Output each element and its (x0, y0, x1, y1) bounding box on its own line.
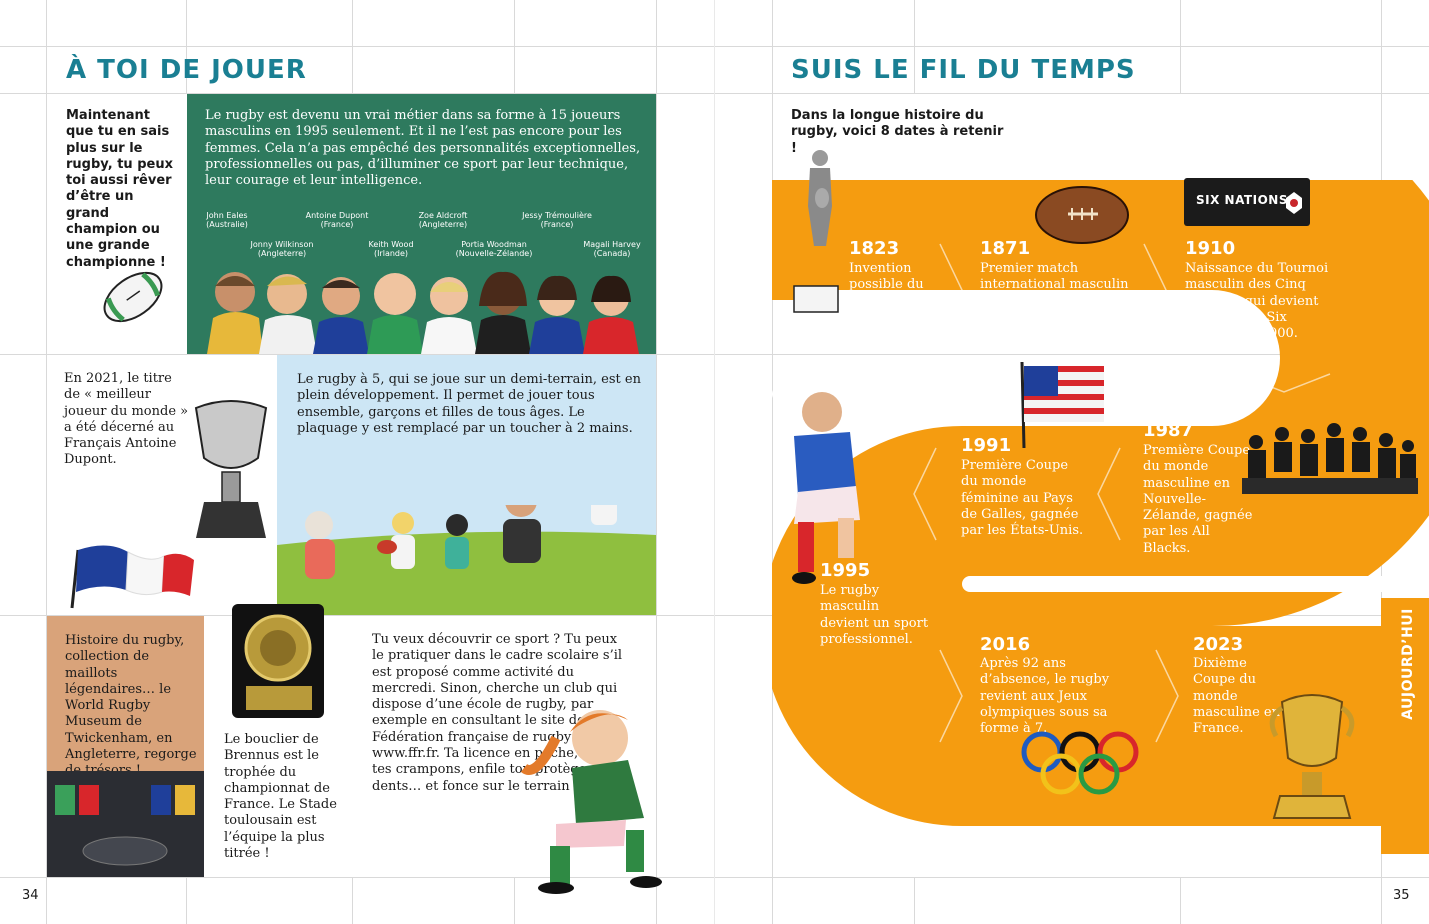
left-page-number: 34 (22, 888, 39, 903)
brennus-text: Le bouclier de Brennus est le trophée du… (224, 732, 337, 862)
chevron-left-icon (913, 447, 937, 541)
museum-box: Histoire du rugby, collection de maillot… (47, 616, 204, 877)
trophy-illustration (194, 400, 268, 538)
webb-ellis-cup-illustration (1269, 694, 1355, 819)
grid-line (352, 878, 353, 924)
event-year: 2023 (1193, 634, 1244, 655)
event-text: Première Coupe du monde féminine au Pays… (961, 458, 1084, 539)
timeline-track (772, 180, 1429, 854)
event-year: 1995 (820, 560, 871, 581)
chevron-right-icon (1155, 649, 1179, 743)
grid-line (352, 0, 353, 94)
player-name: Portia Woodman (Nouvelle-Zélande) (455, 240, 533, 258)
france-flag-illustration (70, 545, 194, 609)
discover-text: Tu veux découvrir ce sport ? Tu peux le … (372, 632, 623, 794)
player-name: Jonny Wilkinson (Angleterre) (250, 240, 314, 258)
six-nations-emblem-icon (1286, 192, 1302, 214)
girl-tying-shoe-illustration (520, 710, 662, 894)
field-illustration (277, 505, 656, 615)
museum-illustration (47, 771, 204, 877)
players-illustration (207, 271, 639, 354)
event-text: Naissance du Tournoi masculin des Cinq N… (1185, 261, 1329, 342)
usa-flag-illustration (1020, 361, 1104, 449)
webb-ellis-statue-illustration (793, 150, 839, 313)
event-text: Le rugby masculin devient un sport profe… (820, 583, 929, 647)
page-spine (714, 0, 715, 924)
event-text: Premier match international masculin à 1… (980, 261, 1129, 342)
chevron-down-icon (1237, 373, 1331, 393)
right-page-title: SUIS LE FIL DU TEMPS (791, 55, 1136, 85)
rugby5-box: Le rugby à 5, qui se joue sur un demi-te… (277, 355, 656, 615)
grid-line (1180, 878, 1181, 924)
french-player-illustration (792, 392, 860, 584)
grid-line (514, 0, 515, 94)
chevron-right-icon (1143, 243, 1167, 337)
grid-line (46, 0, 47, 924)
player-name: Jessy Trémoulière (France) (522, 211, 592, 229)
grid-line (914, 878, 915, 924)
grid-line (656, 0, 657, 924)
six-nations-logo: SIX NATIONS (1184, 178, 1310, 226)
today-label: AUJOURD’HUI (1400, 608, 1416, 720)
player-name: Zoe Aldcroft (Angleterre) (418, 211, 468, 229)
green-info-box: Le rugby est devenu un vrai métier dans … (187, 94, 656, 354)
grid-line (514, 878, 515, 924)
rugby-ball-illustration (98, 262, 168, 332)
event-year: 1823 (849, 238, 900, 259)
all-blacks-haka-illustration (1242, 423, 1418, 494)
player-name: Antoine Dupont (France) (305, 211, 369, 229)
grid-line (186, 878, 187, 924)
left-page-title: À TOI DE JOUER (66, 55, 307, 85)
player-name: Magali Harvey (Canada) (583, 240, 641, 258)
grid-line (186, 0, 187, 94)
event-year: 1871 (980, 238, 1031, 259)
green-box-text: Le rugby est devenu un vrai métier dans … (205, 108, 641, 189)
timeline-intro: Dans la longue histoire du rugby, voici … (791, 108, 1004, 156)
right-page-number: 35 (1393, 888, 1410, 903)
museum-text: Histoire du rugby, collection de maillot… (65, 633, 197, 779)
player-name: Keith Wood (Irlande) (368, 240, 414, 258)
event-text: Dixième Coupe du monde masculine en Fran… (1193, 656, 1280, 737)
rugby5-text: Le rugby à 5, qui se joue sur un demi-te… (297, 372, 641, 436)
olympic-rings-illustration (1021, 731, 1139, 795)
old-rugby-ball-illustration (1035, 186, 1129, 244)
event-year: 1987 (1143, 420, 1194, 441)
player-name: John Eales (Australie) (206, 211, 248, 229)
event-text: Invention possible du rugby par William … (849, 261, 924, 342)
grid-line (914, 0, 915, 94)
intro-text: Maintenant que tu en sais plus sur le ru… (66, 108, 173, 270)
chevron-right-icon (939, 243, 963, 337)
event-year: 2016 (980, 634, 1031, 655)
dupont-text: En 2021, le titre de « meilleur joueur d… (64, 371, 189, 468)
six-nations-logo-text: SIX NATIONS (1196, 193, 1288, 207)
chevron-left-icon (1097, 447, 1121, 541)
event-text: Après 92 ans d’absence, le rugby revient… (980, 656, 1110, 737)
chevron-right-icon (939, 649, 963, 743)
event-year: 1910 (1185, 238, 1236, 259)
grid-line (1180, 0, 1181, 94)
event-text: Première Coupe du monde masculine en Nou… (1143, 443, 1253, 556)
event-year: 1991 (961, 435, 1012, 456)
brennus-shield-illustration (232, 604, 324, 718)
grid-line (772, 0, 773, 924)
